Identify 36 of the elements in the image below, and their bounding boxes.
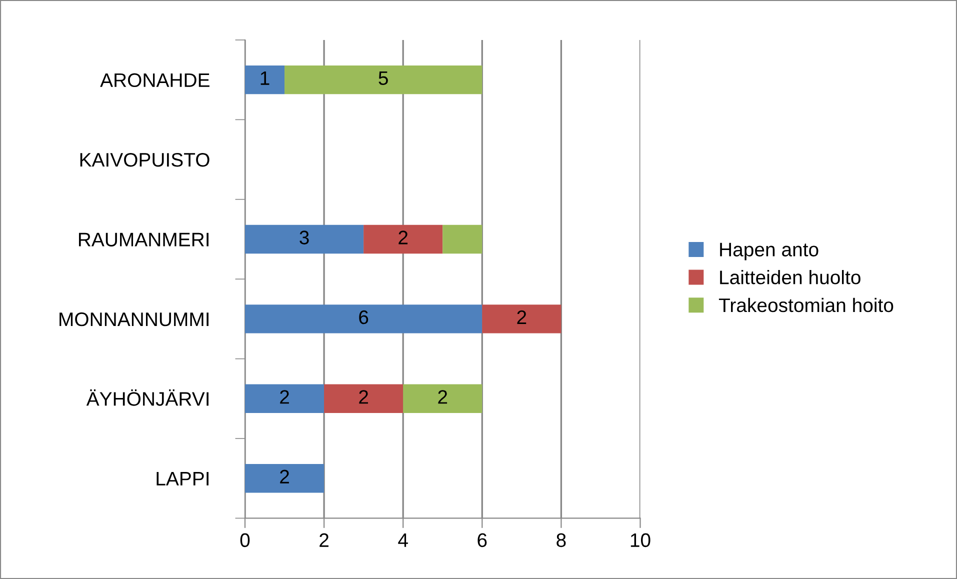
y-tick-label: KAIVOPUISTO <box>80 152 210 167</box>
legend-label: Trakeostomian hoito <box>718 298 894 312</box>
bar <box>244 384 324 413</box>
data-label: 5 <box>378 71 388 86</box>
x-tick-label: 4 <box>398 534 408 547</box>
bar <box>324 384 404 413</box>
data-label: 2 <box>438 390 448 404</box>
x-tick-label: 8 <box>556 533 566 548</box>
bar <box>364 224 443 254</box>
y-tick-label: LAPPI <box>156 472 208 486</box>
y-tick-label: ÄYHÖNJÄRVI <box>86 389 208 406</box>
y-tick-label: RAUMANMERI <box>78 232 208 246</box>
x-tick-label: 6 <box>478 533 487 548</box>
data-label: 2 <box>280 390 289 404</box>
x-tick-label: 0 <box>240 533 250 548</box>
data-label: 2 <box>517 310 526 324</box>
legend-label: Laitteiden huolto <box>720 270 860 284</box>
bar <box>244 224 364 254</box>
y-tick-label: MONNANNUMMI <box>60 312 208 326</box>
bar <box>442 224 482 254</box>
data-label: 6 <box>359 310 368 324</box>
bar <box>482 304 562 334</box>
y-tick-label: ARONAHDE <box>100 73 210 88</box>
x-tick-label: 2 <box>320 533 328 547</box>
bar <box>284 65 482 94</box>
data-label: 1 <box>260 71 270 85</box>
bar <box>244 304 482 334</box>
bar <box>244 464 324 493</box>
data-label: 2 <box>398 230 408 244</box>
data-label: 3 <box>300 230 309 244</box>
bar <box>244 65 285 94</box>
x-tick-label: 10 <box>630 533 650 548</box>
legend-label: Hapen anto <box>720 242 818 260</box>
data-label: 2 <box>359 390 368 404</box>
data-label: 2 <box>280 470 289 484</box>
bar <box>403 384 482 413</box>
